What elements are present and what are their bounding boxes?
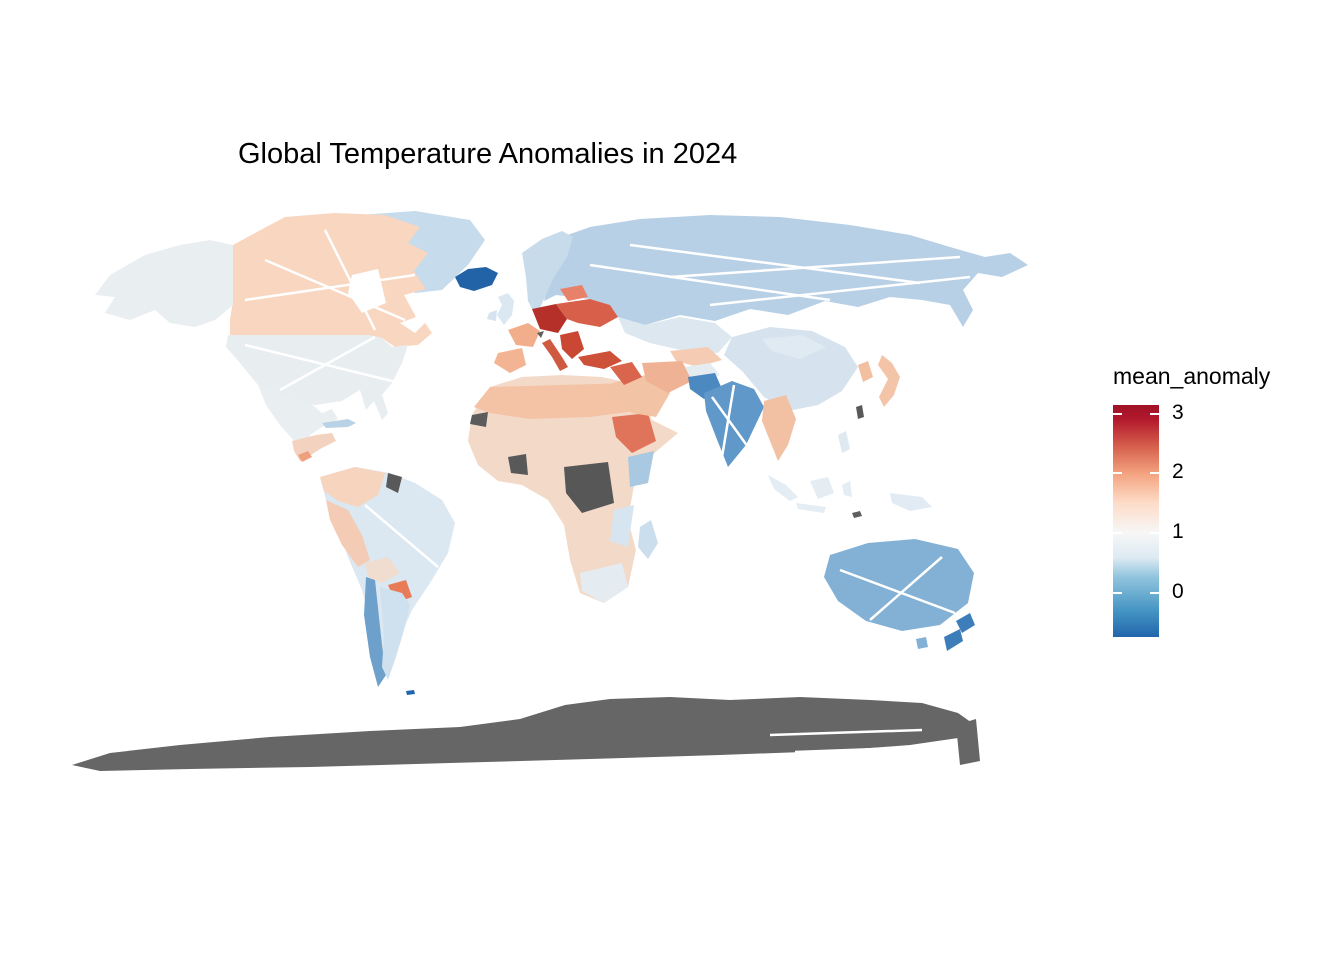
- region-south-africa: [580, 563, 628, 603]
- legend-tick-label: 2: [1172, 460, 1184, 484]
- region-colombia-venezuela: [320, 467, 385, 507]
- region-balkans: [560, 331, 584, 359]
- region-cuba: [322, 419, 356, 428]
- region-iraq: [610, 362, 642, 385]
- region-russia: [542, 215, 1028, 327]
- region-canada: [230, 213, 432, 347]
- region-iceland: [455, 267, 498, 291]
- region-ireland: [487, 310, 497, 321]
- region-indonesia: [768, 475, 852, 513]
- region-bolivia: [365, 557, 400, 583]
- region-peru: [326, 500, 370, 567]
- region-north-africa: [474, 383, 642, 419]
- region-guyana: [386, 473, 402, 493]
- legend-tick-mark: [1113, 413, 1122, 415]
- region-argentina: [380, 587, 410, 680]
- legend-tick-mark: [1150, 532, 1159, 534]
- legend-tick-mark: [1150, 472, 1159, 474]
- region-panama: [298, 451, 312, 462]
- region-france: [508, 323, 540, 347]
- region-italy: [542, 339, 568, 371]
- region-mexico: [258, 385, 338, 445]
- region-uk: [497, 293, 514, 325]
- region-east-africa: [628, 451, 654, 487]
- region-turkey: [578, 351, 622, 369]
- region-alaska: [95, 240, 233, 327]
- region-dr-congo: [564, 462, 614, 513]
- region-poland-ukraine: [556, 299, 618, 327]
- region-baltics: [560, 285, 588, 301]
- region-japan: [878, 355, 900, 407]
- legend-tick-label: 1: [1172, 520, 1184, 544]
- region-antarctica: [72, 697, 980, 771]
- region-tasmania: [916, 637, 928, 649]
- region-chile: [364, 577, 386, 687]
- region-papua-new-guinea: [890, 493, 932, 511]
- world-map: [72, 211, 1028, 771]
- region-mozambique: [610, 505, 634, 547]
- legend-tick-mark: [1113, 532, 1122, 534]
- legend-tick-mark: [1113, 592, 1122, 594]
- region-iberia: [494, 348, 526, 373]
- region-korea: [858, 361, 873, 382]
- region-se-asia: [762, 395, 796, 461]
- region-cote-divoire: [508, 454, 528, 475]
- legend-tick-label: 0: [1172, 580, 1184, 604]
- legend-title: mean_anomaly: [1113, 363, 1271, 389]
- region-iran: [642, 361, 692, 393]
- region-western-sahara: [470, 412, 488, 427]
- region-usa: [226, 335, 408, 420]
- region-switzerland: [537, 331, 544, 338]
- region-timor-leste: [852, 511, 862, 518]
- legend-tick-mark: [1150, 592, 1159, 594]
- legend-tick-label: 3: [1172, 401, 1184, 425]
- region-taiwan: [856, 405, 864, 419]
- legend-tick-mark: [1113, 472, 1122, 474]
- region-kazakhstan: [618, 317, 732, 353]
- page-title: Global Temperature Anomalies in 2024: [238, 138, 738, 170]
- region-philippines: [838, 431, 850, 453]
- region-central-europe: [532, 304, 567, 333]
- region-sudan-ethiopia: [612, 413, 656, 453]
- render-artifact-lines: [244, 229, 971, 754]
- region-china: [724, 327, 858, 411]
- region-falkland: [406, 690, 415, 695]
- region-uzbekistan: [670, 347, 722, 367]
- region-mongolia: [762, 335, 826, 359]
- region-india: [704, 381, 764, 467]
- region-scandinavia: [522, 231, 573, 317]
- legend-colorbar: [1113, 405, 1159, 637]
- world-map-container: [70, 205, 1050, 785]
- legend-tick-mark: [1150, 413, 1159, 415]
- region-new-zealand: [944, 613, 975, 651]
- region-madagascar: [638, 520, 658, 559]
- region-australia: [824, 539, 974, 631]
